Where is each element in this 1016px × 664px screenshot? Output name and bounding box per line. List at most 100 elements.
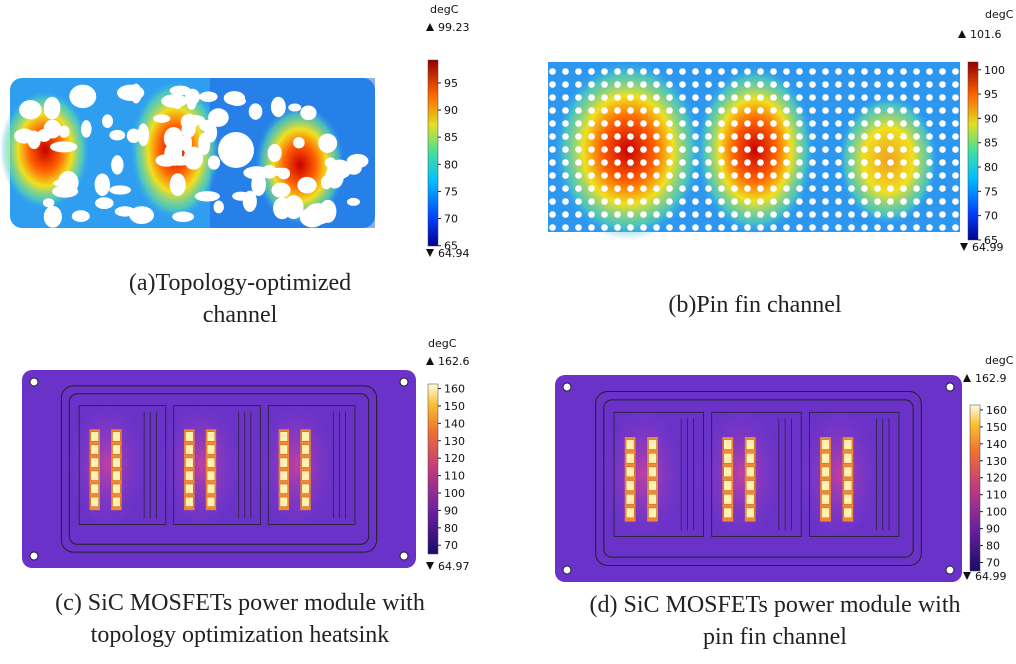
channel-hole [95, 197, 113, 209]
colorbar-tick-label: 100 [984, 64, 1005, 77]
max-marker [958, 30, 966, 38]
die [844, 494, 852, 504]
colorbar [968, 62, 978, 240]
die [746, 453, 754, 463]
channel-hole [19, 100, 42, 119]
die [844, 481, 852, 491]
colorbar-tick-label: 160 [444, 383, 465, 396]
colorbar-unit: degC [985, 8, 1014, 21]
colorbar-tick-label: 80 [986, 540, 1000, 553]
die [648, 453, 656, 463]
channel-hole [249, 103, 263, 119]
channel-hole [153, 114, 170, 123]
die [280, 458, 288, 468]
colorbar-tick-label: 130 [444, 435, 465, 448]
die [91, 497, 99, 507]
colorbar-tick-label: 80 [444, 522, 458, 535]
die [302, 497, 310, 507]
die [821, 453, 829, 463]
die [185, 484, 193, 494]
channel-hole [102, 114, 113, 128]
channel-hole [262, 165, 277, 179]
colorbar-tick-label: 95 [984, 88, 998, 101]
channel-hole [170, 173, 186, 196]
colorbar-tick-label: 150 [986, 421, 1007, 434]
min-value: 64.94 [438, 247, 470, 260]
channel-hole [199, 91, 217, 102]
colorbar-tick-label: 160 [986, 404, 1007, 417]
channel-hole [273, 197, 291, 219]
mount-hole [946, 383, 954, 391]
channel-hole [208, 108, 229, 127]
colorbar-tick-label: 90 [984, 112, 998, 125]
channel-hole [347, 198, 360, 206]
die [844, 467, 852, 477]
die [746, 508, 754, 518]
channel-hole [115, 206, 136, 216]
colorbar [970, 405, 980, 571]
channel-hole [27, 131, 40, 150]
heat-glow [701, 406, 782, 543]
max-marker [426, 23, 434, 31]
die [821, 481, 829, 491]
channel-hole [293, 137, 305, 148]
die [113, 484, 121, 494]
channel-hole [95, 173, 110, 196]
heat-glow [163, 400, 241, 531]
die [724, 440, 732, 450]
die [648, 467, 656, 477]
max-value: 101.6 [970, 28, 1002, 41]
channel-hole [300, 105, 316, 120]
channel-hole [318, 134, 337, 153]
channel-hole [170, 86, 191, 96]
channel-hole [74, 91, 85, 99]
channel-hole [321, 175, 332, 189]
die [844, 453, 852, 463]
die [280, 484, 288, 494]
topology-heatmap [0, 78, 375, 228]
channel-hole [271, 97, 286, 117]
heat-glow [69, 400, 147, 531]
channel-hole [208, 155, 220, 169]
channel-hole [109, 185, 131, 194]
die [724, 481, 732, 491]
colorbar-tick-label: 110 [986, 489, 1007, 502]
die [185, 432, 193, 442]
channel-hole [300, 207, 325, 227]
caption: (c) SiC MOSFETs power module with [55, 590, 425, 616]
die [724, 453, 732, 463]
channel-hole [72, 210, 90, 222]
colorbar-tick-label: 120 [986, 472, 1007, 485]
die [844, 508, 852, 518]
power-module [555, 375, 962, 582]
die [648, 440, 656, 450]
max-value: 99.23 [438, 21, 470, 34]
caption: (d) SiC MOSFETs power module with [590, 592, 961, 618]
channel-hole [131, 84, 142, 104]
die [746, 481, 754, 491]
min-marker [963, 572, 971, 580]
die [821, 494, 829, 504]
die [113, 432, 121, 442]
colorbar-tick-label: 90 [986, 523, 1000, 536]
channel-hole [187, 94, 197, 110]
channel-hole [109, 130, 125, 141]
die [626, 481, 634, 491]
colorbar-tick-label: 75 [444, 185, 458, 198]
page: 95908580757065degC99.2364.94(a)Topology-… [0, 0, 1016, 664]
colorbar-tick-label: 130 [986, 455, 1007, 468]
channel-hole [111, 155, 123, 174]
channel-hole [172, 212, 194, 222]
colorbar-tick-label: 140 [986, 438, 1007, 451]
channel-hole [346, 161, 362, 174]
die [207, 432, 215, 442]
max-marker [963, 374, 971, 382]
colorbar-tick-label: 70 [444, 539, 458, 552]
channel-hole [59, 126, 70, 138]
colorbar-tick-label: 150 [444, 400, 465, 413]
die [626, 453, 634, 463]
die [821, 440, 829, 450]
colorbar-tick-label: 80 [444, 158, 458, 171]
max-value: 162.6 [438, 355, 470, 368]
caption: (b)Pin fin channel [668, 292, 842, 318]
